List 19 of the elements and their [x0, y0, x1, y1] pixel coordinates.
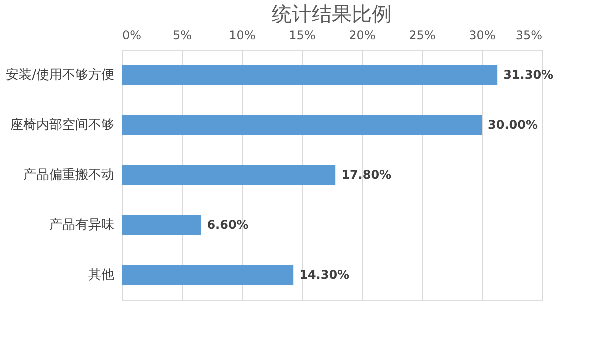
y-tick-label: 安装/使用不够方便 [6, 67, 114, 83]
data-label: 30.00% [488, 118, 538, 132]
y-tick-label: 座椅内部空间不够 [10, 117, 114, 133]
x-tick-label: 35% [516, 28, 542, 42]
data-label: 17.80% [342, 168, 392, 182]
y-tick-label: 其他 [88, 268, 114, 283]
x-tick-label: 10% [229, 28, 256, 42]
x-tick-label: 0% [122, 28, 142, 42]
y-tick-label: 产品偏重搬不动 [24, 168, 114, 183]
data-label: 14.30% [300, 268, 350, 282]
data-label: 6.60% [207, 218, 249, 232]
x-tick-label: 20% [349, 28, 376, 42]
x-tick-label: 5% [172, 28, 192, 42]
x-tick-label: 25% [409, 28, 436, 42]
data-label: 31.30% [504, 68, 554, 82]
y-tick-label: 产品有异味 [50, 218, 114, 233]
x-tick-label: 15% [289, 28, 316, 42]
chart-title: 统计结果比例 [272, 2, 392, 26]
x-tick-label: 30% [469, 28, 496, 42]
